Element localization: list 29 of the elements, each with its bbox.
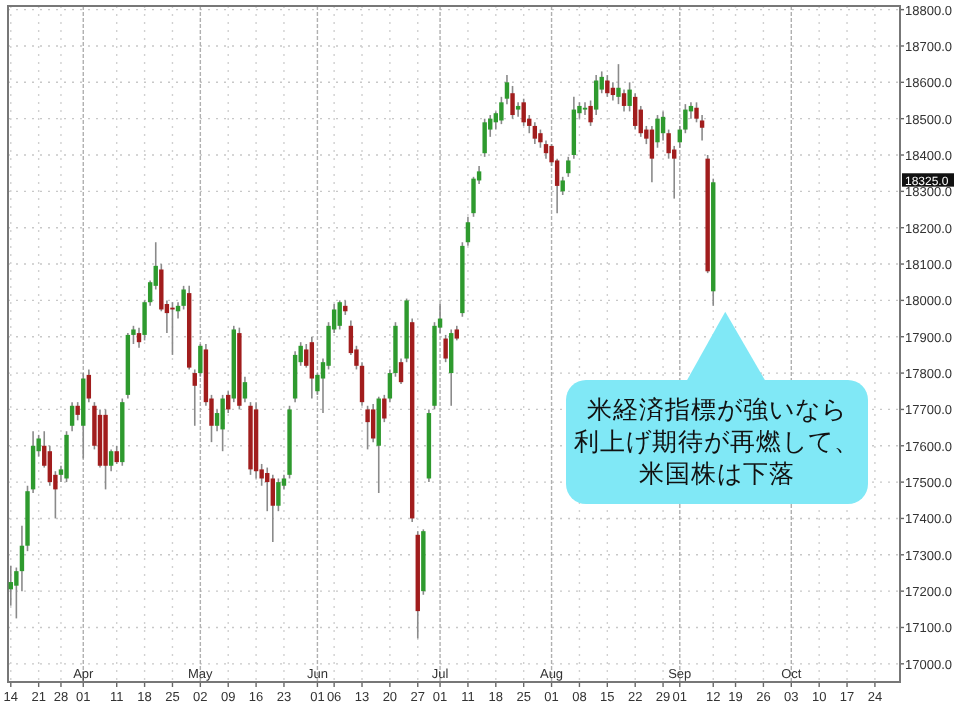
- candlestick: [521, 97, 526, 127]
- candlestick: [465, 216, 471, 247]
- candlestick: [242, 375, 248, 403]
- candlestick: [482, 117, 487, 158]
- candlestick: [75, 401, 80, 422]
- candlestick: [571, 96, 577, 160]
- candlestick: [309, 335, 315, 400]
- candlestick: [270, 474, 276, 543]
- candlestick: [292, 350, 298, 403]
- candlestick: [365, 404, 370, 451]
- callout: 米経済指標が強いなら利上げ期待が再燃して、米国株は下落: [566, 311, 868, 504]
- candlestick: [69, 401, 75, 433]
- annotation: 米経済指標が強いなら利上げ期待が再燃して、米国株は下落: [574, 394, 860, 488]
- candlestick: [81, 372, 86, 460]
- candlestick: [64, 430, 69, 483]
- candlestick: [449, 328, 454, 407]
- candlestick: [443, 334, 448, 363]
- candlestick: [532, 121, 538, 145]
- candlestick: [108, 448, 114, 472]
- candlestick: [220, 394, 225, 453]
- candlestick: [605, 74, 610, 98]
- candlestick: [566, 156, 571, 178]
- candlestick: [376, 395, 381, 494]
- candlestick: [616, 63, 621, 105]
- candlestick: [370, 403, 376, 443]
- candlestick: [582, 101, 588, 116]
- candlestick: [337, 299, 342, 331]
- candlestick: [276, 477, 281, 512]
- candlestick: [515, 101, 521, 118]
